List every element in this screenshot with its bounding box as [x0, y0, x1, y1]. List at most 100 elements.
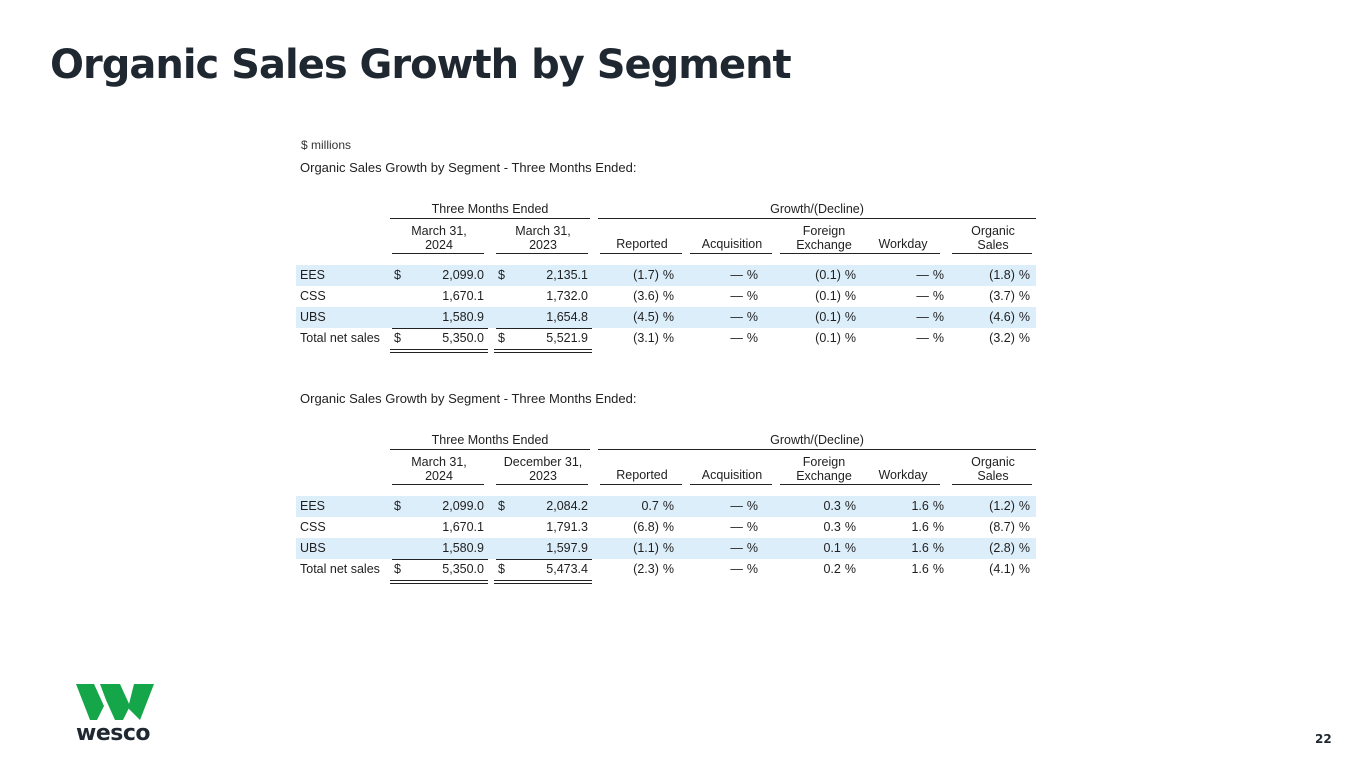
fx-pct-value: 0.2 — [823, 562, 841, 576]
reported-pct: (4.5)% — [596, 307, 674, 328]
percent-sign: % — [844, 331, 856, 345]
reported-pct: (2.3)% — [596, 559, 674, 580]
acquisition-pct-value: — — [730, 541, 743, 555]
row-label: Total net sales — [300, 562, 380, 576]
currency-symbol: $ — [498, 562, 505, 576]
workday-pct-value: 1.6 — [911, 520, 929, 534]
column-header-line: 2024 — [425, 469, 453, 483]
group-header-growth: Growth/(Decline) — [770, 433, 864, 447]
wesco-logo-icon — [76, 684, 154, 720]
column-header-underline — [952, 484, 1032, 485]
value-prior: 1,732.0 — [546, 289, 588, 303]
percent-sign: % — [844, 268, 856, 282]
fx-pct: 0.3% — [774, 496, 856, 517]
column-header-line: March 31, — [411, 224, 467, 238]
percent-sign: % — [1018, 310, 1030, 324]
group-header-period: Three Months Ended — [431, 433, 549, 447]
table-row: EES $2,099.0 $2,084.2 0.7% —% 0.3% 1.6% (1.2)% — [296, 496, 1036, 517]
percent-sign: % — [746, 310, 758, 324]
column-header-line: Exchange — [796, 238, 852, 252]
column-header-line: March 31, — [515, 224, 571, 238]
column-header-underline — [780, 484, 866, 485]
acquisition-pct: —% — [686, 286, 758, 307]
column-header: Acquisition — [688, 468, 776, 482]
currency-symbol: $ — [394, 331, 401, 345]
reported-pct: 0.7% — [596, 496, 674, 517]
percent-sign: % — [746, 520, 758, 534]
workday-pct-value: — — [916, 289, 929, 303]
fx-pct: 0.1% — [774, 538, 856, 559]
acquisition-pct-value: — — [730, 268, 743, 282]
currency-symbol: $ — [394, 562, 401, 576]
currency-symbol: $ — [498, 268, 505, 282]
column-header-underline — [392, 253, 484, 254]
percent-sign: % — [746, 499, 758, 513]
group-underline — [598, 218, 1036, 219]
percent-sign: % — [1018, 541, 1030, 555]
value-current: 5,350.0 — [442, 562, 484, 576]
value-current: 1,580.9 — [442, 541, 484, 555]
value-current: 5,350.0 — [442, 331, 484, 345]
acquisition-pct: —% — [686, 559, 758, 580]
percent-sign: % — [844, 289, 856, 303]
fx-pct-value: (0.1) — [815, 331, 841, 345]
column-header: Foreign Exchange — [778, 224, 870, 252]
total-row: Total net sales $5,350.0 $5,473.4 (2.3)% —% 0… — [296, 559, 1036, 580]
workday-pct: 1.6% — [862, 538, 944, 559]
column-header-line: Exchange — [796, 469, 852, 483]
column-header-line: Reported — [616, 468, 668, 482]
column-header: Foreign Exchange — [778, 455, 870, 483]
fx-pct: (0.1)% — [774, 328, 856, 349]
workday-pct: 1.6% — [862, 496, 944, 517]
percent-sign: % — [662, 310, 674, 324]
workday-pct: —% — [862, 265, 944, 286]
percent-sign: % — [932, 541, 944, 555]
total-row: Total net sales $5,350.0 $5,521.9 (3.1)% —%(… — [296, 328, 1036, 349]
column-header-underline — [496, 484, 588, 485]
table-caption: Organic Sales Growth by Segment - Three … — [300, 160, 637, 175]
column-header-line: Workday — [878, 237, 928, 251]
brand-wordmark: wesco — [76, 721, 151, 746]
reported-pct-value: (1.7) — [633, 268, 659, 282]
organic-pct-value: (3.7) — [989, 289, 1015, 303]
column-header: Acquisition — [688, 237, 776, 251]
organic-pct: (3.2)% — [950, 328, 1030, 349]
value-prior: 1,597.9 — [546, 541, 588, 555]
acquisition-pct-value: — — [730, 562, 743, 576]
organic-pct-value: (1.2) — [989, 499, 1015, 513]
column-header-line: 2023 — [529, 238, 557, 252]
total-double-line — [494, 349, 592, 353]
organic-pct-value: (8.7) — [989, 520, 1015, 534]
fx-pct: (0.1)% — [774, 265, 856, 286]
percent-sign: % — [662, 562, 674, 576]
percent-sign: % — [844, 499, 856, 513]
column-header-underline — [690, 484, 772, 485]
value-current: 2,099.0 — [442, 268, 484, 282]
organic-pct: (4.6)% — [950, 307, 1030, 328]
column-header-underline — [864, 484, 940, 485]
table-row: UBS 1,580.9 1,597.9 (1.1)% —% 0.1% 1.6% (2.8)% — [296, 538, 1036, 559]
value-current: 1,670.1 — [442, 520, 484, 534]
percent-sign: % — [662, 499, 674, 513]
acquisition-pct: —% — [686, 517, 758, 538]
data-table: Three Months Ended Growth/(Decline) March … — [296, 200, 1036, 390]
subtotal-line — [392, 559, 488, 560]
value-current: 2,099.0 — [442, 499, 484, 513]
percent-sign: % — [1018, 499, 1030, 513]
reported-pct-value: 0.7 — [641, 499, 659, 513]
value-prior: 1,791.3 — [546, 520, 588, 534]
subtotal-line — [392, 328, 488, 329]
organic-pct-value: (1.8) — [989, 268, 1015, 282]
value-prior: 5,473.4 — [546, 562, 588, 576]
column-header-underline — [952, 253, 1032, 254]
percent-sign: % — [746, 268, 758, 282]
reported-pct-value: (1.1) — [633, 541, 659, 555]
page-number: 22 — [1315, 732, 1332, 746]
column-header-underline — [600, 253, 682, 254]
percent-sign: % — [932, 268, 944, 282]
percent-sign: % — [662, 520, 674, 534]
column-header-line: March 31, — [411, 455, 467, 469]
reported-pct: (3.6)% — [596, 286, 674, 307]
reported-pct-value: (6.8) — [633, 520, 659, 534]
column-header-line: Reported — [616, 237, 668, 251]
